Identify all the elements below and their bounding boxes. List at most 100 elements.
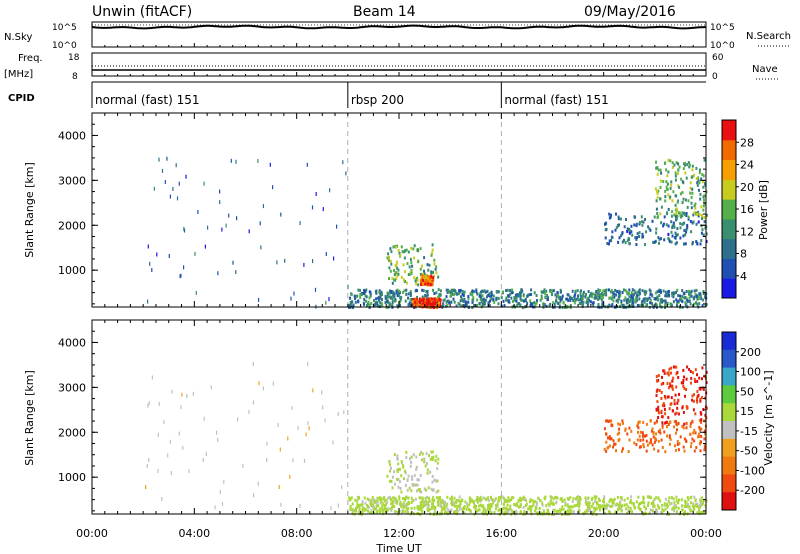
echo-cell: [658, 237, 661, 241]
echo-cell: [697, 210, 700, 214]
echo-cell: [436, 297, 439, 301]
echo-cell: [638, 222, 641, 226]
echo-cell: [363, 288, 366, 292]
echo-cell: [696, 181, 699, 185]
echo-cell: [622, 421, 624, 425]
echo-cell: [664, 497, 667, 501]
echo-cell: [399, 253, 402, 257]
echo-cell: [664, 294, 667, 298]
echo-cell: [438, 496, 441, 499]
echo-cell: [507, 510, 510, 513]
echo-cell: [701, 386, 704, 390]
echo-cell: [435, 291, 438, 295]
echo-cell: [661, 507, 664, 511]
echo-cell: [400, 503, 403, 507]
echo-cell: [476, 500, 479, 504]
echo-cell: [656, 189, 659, 193]
echo-cell: [559, 298, 562, 302]
echo-cell: [403, 270, 406, 274]
echo-cell: [384, 503, 387, 507]
echo-cell: [442, 304, 445, 308]
echo-cell: [437, 296, 440, 299]
echo-cell: [702, 388, 705, 391]
echo-cell: [408, 457, 411, 461]
echo-cell: [659, 197, 662, 201]
echo-cell: [276, 260, 278, 265]
echo-cell: [682, 426, 685, 430]
power-cbar-swatch: [722, 159, 736, 180]
echo-cell: [686, 226, 689, 230]
echo-cell: [228, 213, 230, 218]
echo-cell: [433, 499, 436, 503]
echo-cell: [312, 388, 314, 393]
echo-cell: [390, 498, 393, 502]
echo-cell: [435, 265, 438, 269]
echo-cell: [389, 495, 391, 499]
echo-cell: [453, 300, 456, 304]
echo-cell: [674, 174, 677, 178]
echo-cell: [432, 455, 435, 459]
echo-cell: [406, 502, 409, 506]
echo-cell: [379, 509, 382, 513]
velocity-cbar-swatch: [722, 332, 736, 351]
echo-cell: [556, 509, 558, 513]
echo-cell: [455, 292, 458, 296]
echo-cell: [672, 291, 675, 295]
echo-cell: [426, 509, 429, 513]
echo-cell: [703, 445, 706, 449]
echo-cell: [663, 369, 666, 373]
echo-cell: [596, 502, 599, 506]
echo-cell: [460, 295, 462, 299]
echo-cell: [412, 484, 415, 488]
echo-cell: [649, 419, 652, 423]
echo-cell: [677, 294, 680, 297]
echo-cell: [665, 180, 668, 184]
echo-cell: [416, 298, 419, 302]
echo-cell: [480, 295, 483, 299]
echo-cell: [544, 495, 547, 499]
echo-cell: [696, 302, 699, 306]
echo-cell: [605, 227, 608, 231]
echo-cell: [483, 302, 486, 306]
echo-cell: [692, 502, 695, 506]
echo-cell: [595, 495, 598, 499]
echo-cell: [441, 511, 443, 515]
echo-cell: [683, 162, 686, 165]
echo-cell: [355, 506, 357, 510]
echo-cell: [170, 471, 172, 475]
echo-cell: [621, 449, 623, 453]
echo-cell: [431, 488, 434, 492]
echo-cell: [378, 507, 381, 511]
echo-cell: [525, 498, 527, 502]
echo-cell: [614, 503, 617, 507]
echo-cell: [620, 509, 623, 513]
echo-cell: [674, 236, 677, 240]
power-cbar-swatch: [722, 120, 736, 141]
echo-cell: [685, 500, 688, 504]
echo-cell: [422, 502, 425, 506]
echo-cell: [629, 509, 631, 513]
echo-cell: [373, 511, 376, 515]
echo-cell: [311, 205, 314, 210]
echo-cell: [408, 265, 411, 269]
echo-cell: [490, 497, 493, 501]
echo-cell: [701, 502, 704, 506]
echo-cell: [394, 264, 397, 268]
echo-cell: [657, 168, 660, 172]
echo-cell: [621, 419, 624, 423]
echo-cell: [682, 410, 685, 414]
echo-cell: [604, 222, 607, 226]
echo-cell: [450, 293, 453, 297]
echo-cell: [607, 510, 610, 513]
echo-cell: [623, 225, 626, 229]
echo-cell: [669, 159, 672, 163]
echo-cell: [685, 290, 688, 293]
echo-cell: [530, 508, 533, 512]
echo-cell: [572, 510, 575, 514]
echo-cell: [670, 501, 673, 505]
echo-cell: [653, 215, 656, 219]
echo-cell: [429, 280, 432, 283]
echo-cell: [436, 467, 439, 471]
echo-cell: [492, 501, 495, 505]
echo-cell: [562, 507, 565, 511]
